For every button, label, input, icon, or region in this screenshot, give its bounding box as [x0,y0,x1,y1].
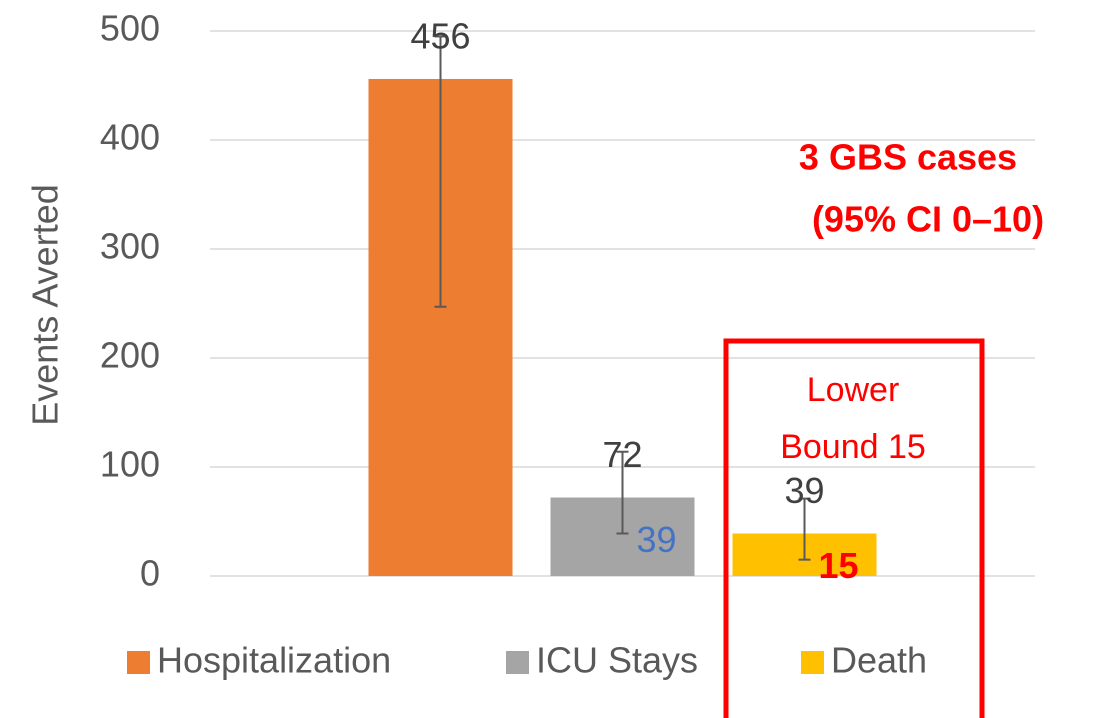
legend-label: ICU Stays [536,640,698,681]
legend-label: Hospitalization [157,640,391,681]
annotation: 3 GBS cases [799,137,1017,178]
lower-bound-label: 39 [637,519,677,560]
highlight-box [723,338,985,718]
legend-swatch [127,651,150,674]
y-tick-label: 100 [100,444,160,485]
legend-swatch [506,651,529,674]
y-tick-label: 200 [100,335,160,376]
data-label: 456 [410,15,470,56]
data-label: 39 [784,470,824,511]
annotation: Lower [807,371,900,409]
y-tick-label: 0 [140,553,160,594]
annotation: (95% CI 0–10) [812,199,1044,240]
legend-swatch [801,651,824,674]
y-axis-title: Events Averted [25,184,66,426]
legend-label: Death [831,640,927,681]
y-tick-label: 300 [100,226,160,267]
lower-bound-label: 15 [819,545,859,586]
y-tick-label: 500 [100,8,160,49]
annotation: Bound 15 [780,428,926,466]
y-tick-label: 400 [100,117,160,158]
data-label: 72 [602,434,642,475]
